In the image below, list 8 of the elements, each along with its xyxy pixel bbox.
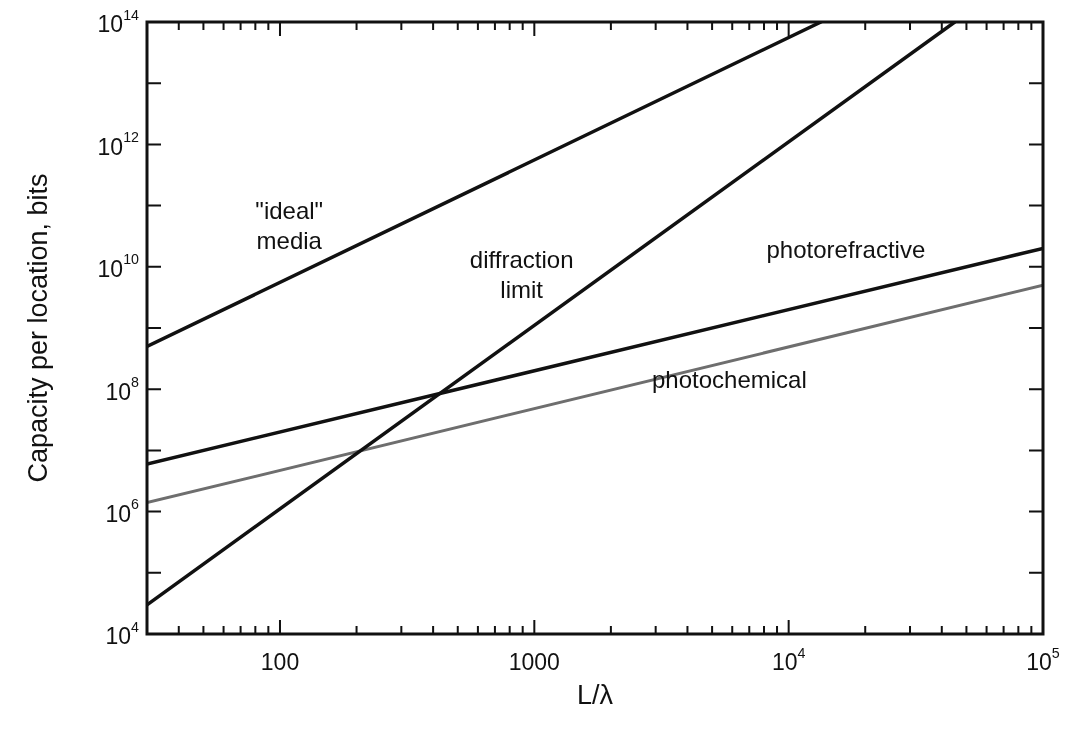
x-tick-label: 100 (260, 649, 300, 676)
series-label: "ideal" media (255, 197, 324, 255)
x-axis-title: L/λ (576, 680, 614, 711)
y-axis-title: Capacity per location, bits (23, 173, 54, 483)
x-tick-label: 1000 (508, 649, 560, 676)
series-label: diffraction limit (469, 246, 574, 304)
series-label: photochemical (652, 365, 807, 393)
series-label: photorefractive (766, 236, 926, 264)
